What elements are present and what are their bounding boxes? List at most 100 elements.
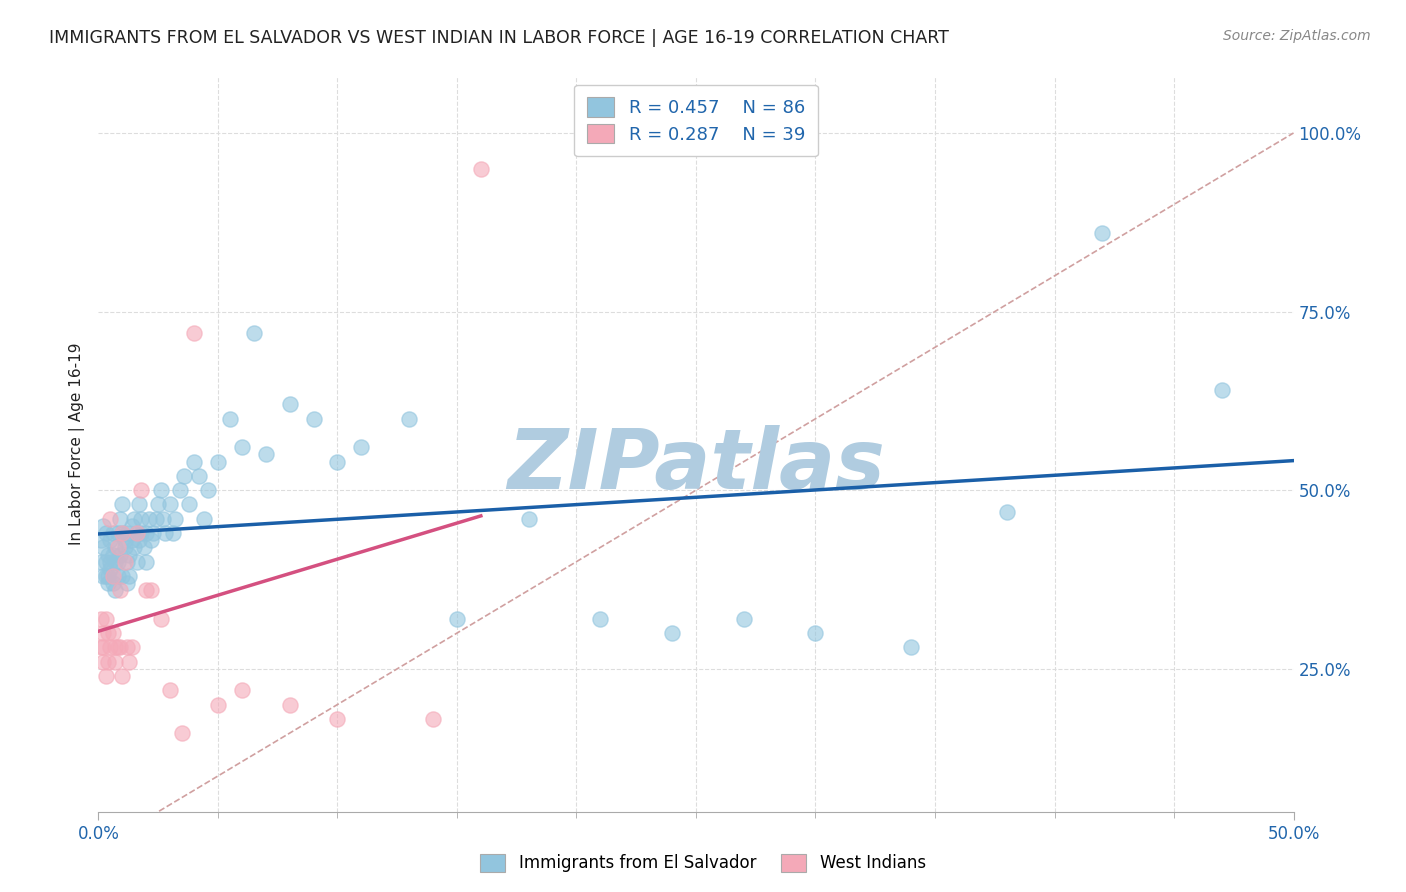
Point bbox=[231, 683, 253, 698]
Point bbox=[101, 576, 124, 591]
Point bbox=[173, 469, 195, 483]
Point bbox=[446, 612, 468, 626]
Point bbox=[187, 469, 209, 483]
Legend: Immigrants from El Salvador, West Indians: Immigrants from El Salvador, West Indian… bbox=[474, 847, 932, 879]
Point bbox=[139, 533, 162, 548]
Point bbox=[278, 698, 301, 712]
Point bbox=[90, 533, 112, 548]
Point bbox=[108, 640, 131, 655]
Point bbox=[104, 640, 127, 655]
Point bbox=[104, 541, 127, 555]
Point bbox=[197, 483, 219, 498]
Point bbox=[107, 541, 129, 555]
Point bbox=[108, 583, 131, 598]
Point bbox=[108, 548, 131, 562]
Point bbox=[91, 519, 114, 533]
Text: Source: ZipAtlas.com: Source: ZipAtlas.com bbox=[1223, 29, 1371, 43]
Point bbox=[90, 555, 112, 569]
Point bbox=[179, 498, 201, 512]
Point bbox=[107, 555, 129, 569]
Point bbox=[97, 655, 120, 669]
Point bbox=[98, 533, 122, 548]
Point bbox=[94, 612, 117, 626]
Point bbox=[138, 512, 160, 526]
Point bbox=[139, 583, 162, 598]
Point bbox=[104, 555, 127, 569]
Point bbox=[124, 512, 146, 526]
Point bbox=[172, 726, 194, 740]
Point bbox=[115, 640, 138, 655]
Point bbox=[121, 533, 143, 548]
Point bbox=[101, 626, 124, 640]
Point bbox=[114, 541, 136, 555]
Point bbox=[115, 576, 138, 591]
Point bbox=[101, 526, 124, 541]
Point bbox=[243, 326, 266, 340]
Point bbox=[135, 583, 157, 598]
Point bbox=[159, 683, 181, 698]
Point bbox=[589, 612, 612, 626]
Point bbox=[94, 569, 117, 583]
Point bbox=[152, 512, 174, 526]
Point bbox=[94, 555, 117, 569]
Point bbox=[183, 455, 205, 469]
Point bbox=[111, 526, 134, 541]
Point bbox=[111, 498, 134, 512]
Point bbox=[278, 397, 301, 411]
Point bbox=[231, 441, 253, 455]
Point bbox=[94, 669, 117, 683]
Point bbox=[91, 569, 114, 583]
Point bbox=[207, 455, 229, 469]
Point bbox=[97, 626, 120, 640]
Point bbox=[132, 541, 155, 555]
Point bbox=[121, 519, 143, 533]
Point bbox=[115, 526, 138, 541]
Point bbox=[422, 712, 444, 726]
Point bbox=[107, 569, 129, 583]
Point bbox=[101, 569, 124, 583]
Point bbox=[155, 526, 177, 541]
Point bbox=[148, 498, 170, 512]
Point bbox=[115, 555, 138, 569]
Point bbox=[91, 640, 114, 655]
Point bbox=[326, 712, 349, 726]
Point bbox=[107, 640, 129, 655]
Point bbox=[183, 326, 205, 340]
Point bbox=[517, 512, 540, 526]
Point bbox=[108, 512, 131, 526]
Point bbox=[804, 626, 827, 640]
Point bbox=[128, 533, 150, 548]
Point bbox=[90, 612, 112, 626]
Point bbox=[125, 526, 148, 541]
Point bbox=[98, 512, 122, 526]
Point bbox=[90, 640, 112, 655]
Point bbox=[111, 569, 134, 583]
Point bbox=[131, 512, 153, 526]
Point bbox=[128, 498, 150, 512]
Point bbox=[98, 562, 122, 576]
Point bbox=[661, 626, 683, 640]
Point bbox=[159, 498, 181, 512]
Point bbox=[162, 526, 184, 541]
Point bbox=[302, 411, 325, 425]
Point bbox=[98, 555, 122, 569]
Point bbox=[131, 526, 153, 541]
Text: IMMIGRANTS FROM EL SALVADOR VS WEST INDIAN IN LABOR FORCE | AGE 16-19 CORRELATIO: IMMIGRANTS FROM EL SALVADOR VS WEST INDI… bbox=[49, 29, 949, 46]
Point bbox=[125, 555, 148, 569]
Point bbox=[135, 555, 157, 569]
Point bbox=[149, 483, 172, 498]
Point bbox=[995, 505, 1018, 519]
Y-axis label: In Labor Force | Age 16-19: In Labor Force | Age 16-19 bbox=[69, 343, 84, 545]
Point bbox=[131, 483, 153, 498]
Point bbox=[98, 640, 122, 655]
Point bbox=[91, 655, 114, 669]
Point bbox=[104, 655, 127, 669]
Point bbox=[1211, 383, 1233, 397]
Point bbox=[94, 526, 117, 541]
Text: ZIPatlas: ZIPatlas bbox=[508, 425, 884, 507]
Point bbox=[163, 512, 186, 526]
Point bbox=[118, 569, 141, 583]
Point bbox=[124, 541, 146, 555]
Point bbox=[350, 441, 373, 455]
Point bbox=[1091, 226, 1114, 240]
